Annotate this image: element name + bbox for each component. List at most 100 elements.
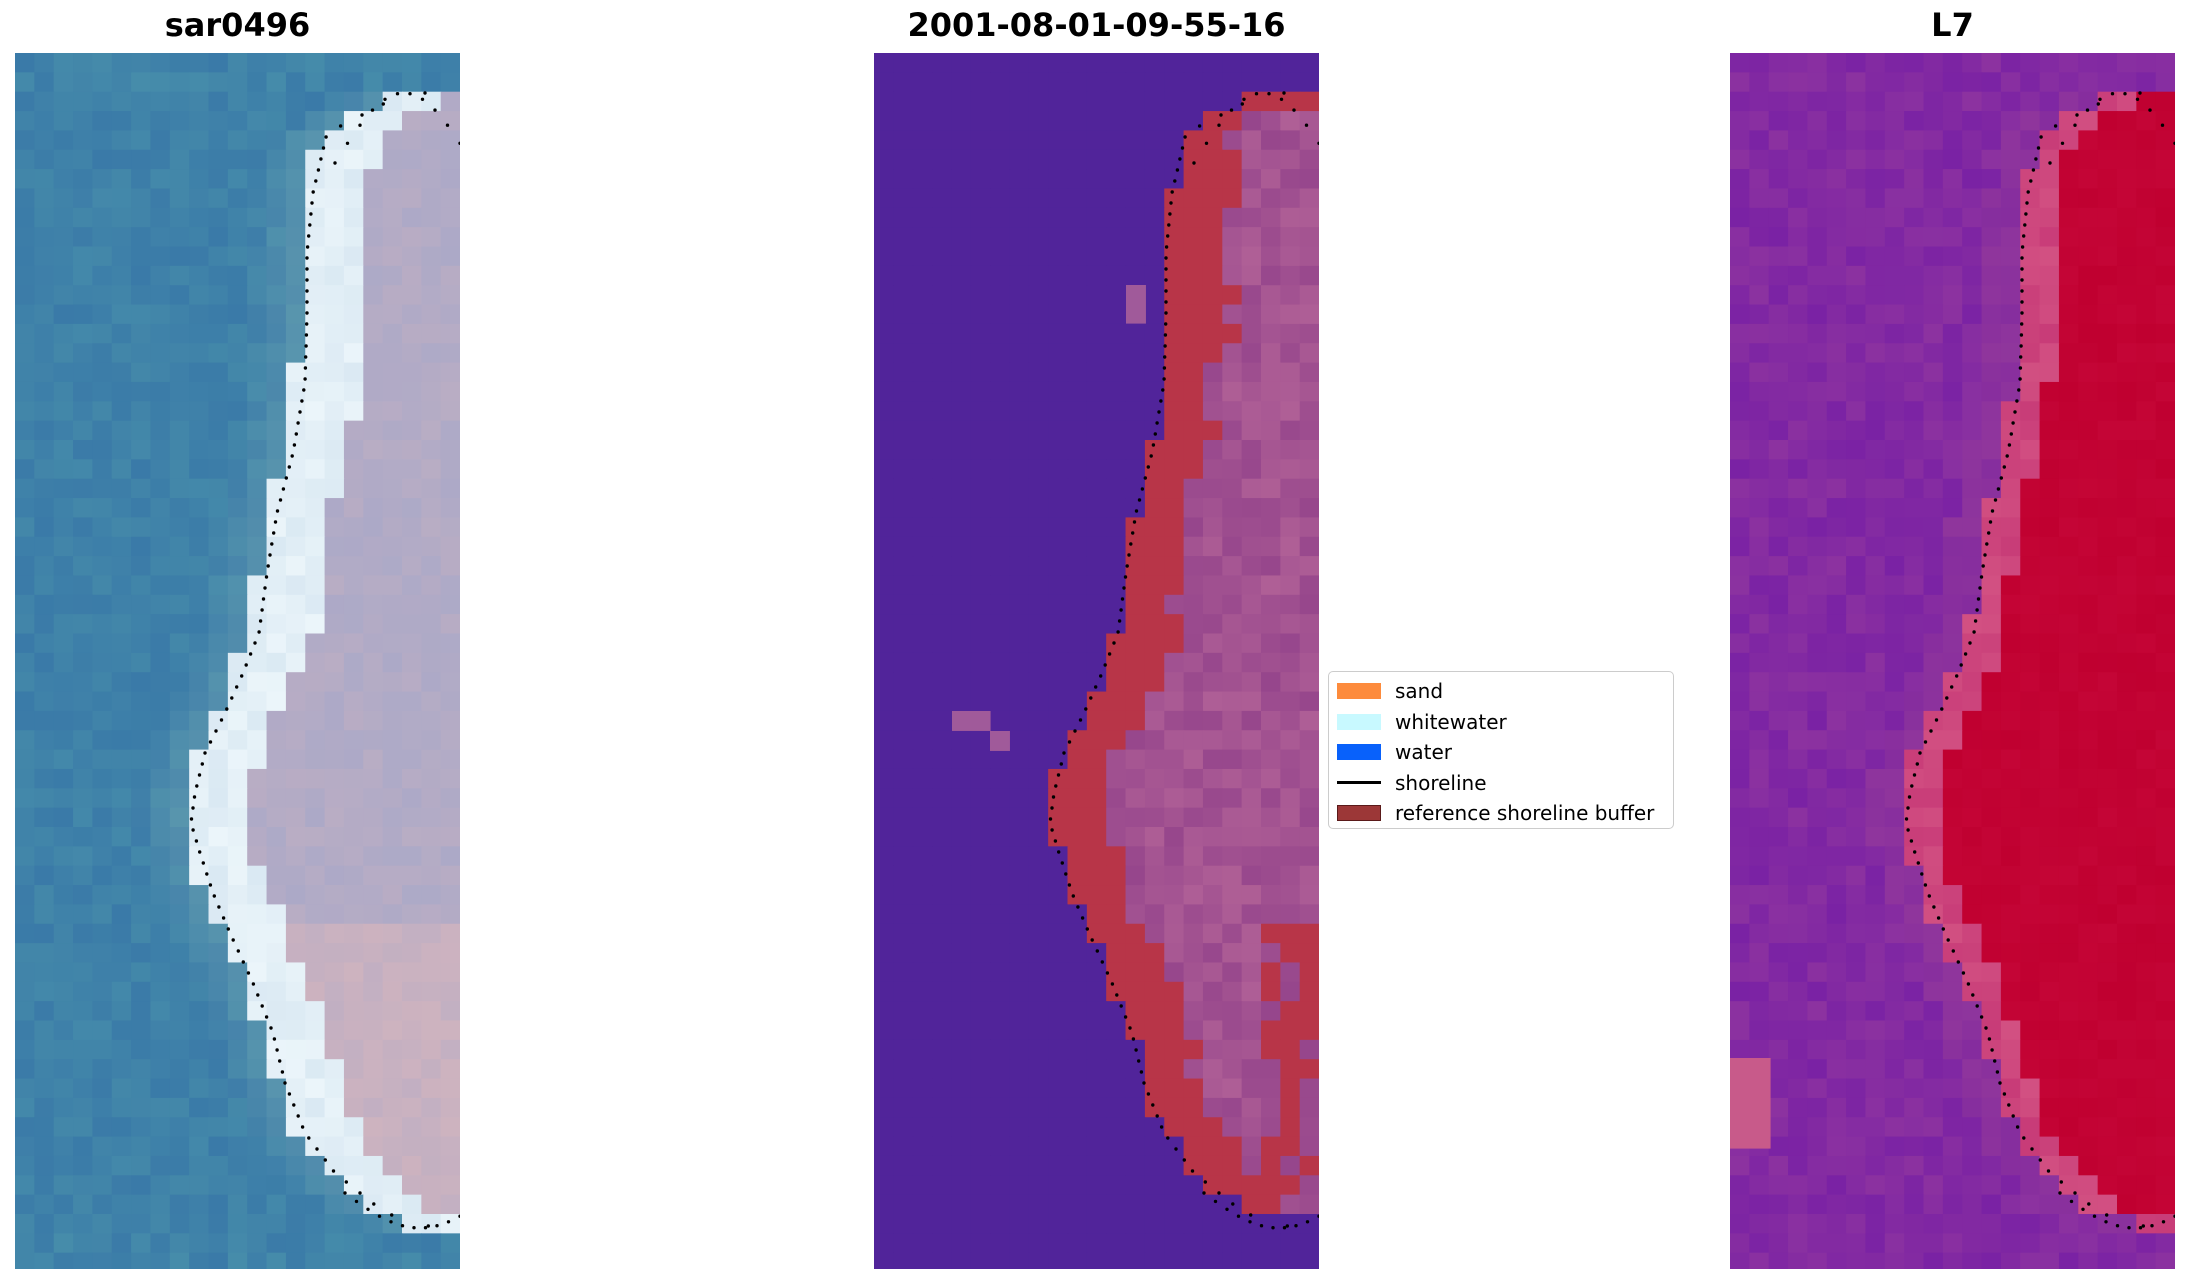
pixel	[1942, 149, 1963, 170]
pixel	[266, 943, 287, 964]
pixel	[111, 614, 132, 635]
pixel	[1222, 498, 1243, 518]
pixel	[2136, 1059, 2157, 1080]
pixel	[131, 459, 152, 480]
pixel	[1730, 440, 1750, 460]
pixel	[1202, 169, 1223, 190]
pixel	[970, 1020, 991, 1041]
pixel	[1164, 265, 1185, 286]
pixel	[169, 575, 190, 596]
pixel	[1942, 323, 1963, 344]
pixel	[874, 362, 894, 383]
pixel	[266, 420, 287, 441]
pixel	[1067, 1078, 1088, 1099]
pixel	[951, 1214, 972, 1234]
pixel	[1768, 1175, 1789, 1196]
pixel	[2000, 381, 2021, 402]
pixel	[1807, 575, 1828, 596]
pixel	[1981, 923, 2002, 944]
pixel	[2058, 478, 2079, 499]
pixel	[92, 652, 113, 673]
pixel	[247, 556, 268, 577]
pixel	[1202, 343, 1223, 364]
pixel	[324, 885, 345, 905]
pixel	[1086, 691, 1107, 712]
pixel	[53, 130, 74, 151]
pixel	[343, 149, 364, 170]
pixel	[1048, 594, 1069, 615]
pixel	[53, 440, 74, 460]
pixel	[247, 904, 268, 925]
pixel	[1222, 594, 1243, 615]
pixel	[343, 1214, 364, 1234]
pixel	[2039, 1059, 2060, 1080]
pixel	[208, 575, 229, 596]
pixel	[305, 885, 326, 905]
pixel	[1261, 207, 1281, 228]
pixel	[1962, 517, 1983, 538]
pixel	[15, 1136, 35, 1157]
pixel	[1768, 207, 1789, 228]
pixel	[2136, 1214, 2157, 1234]
pixel	[247, 730, 268, 751]
pixel	[34, 536, 55, 557]
pixel	[402, 1136, 422, 1157]
pixel	[111, 246, 132, 267]
pixel	[1202, 1175, 1223, 1196]
pixel	[208, 188, 229, 209]
pixel	[893, 1136, 914, 1157]
pixel	[1067, 1097, 1088, 1118]
pixel	[990, 691, 1011, 712]
pixel	[2000, 865, 2021, 886]
pixel	[1826, 846, 1847, 867]
pixel	[111, 923, 132, 944]
pixel	[2078, 459, 2099, 480]
pixel	[363, 1001, 384, 1022]
pixel	[34, 91, 55, 112]
pixel	[227, 904, 248, 925]
pixel	[34, 846, 55, 867]
pixel	[1788, 265, 1808, 286]
pixel	[2117, 691, 2137, 712]
pixel	[1202, 381, 1223, 402]
pixel	[1261, 1078, 1281, 1099]
pixel	[1749, 401, 1770, 422]
pixel	[1241, 111, 1262, 131]
pixel	[189, 691, 210, 712]
pixel	[343, 227, 364, 248]
pixel	[1730, 1001, 1750, 1022]
pixel	[1280, 1233, 1301, 1254]
pixel	[1202, 1097, 1223, 1118]
pixel	[169, 865, 190, 886]
pixel	[150, 981, 171, 1002]
pixel	[1942, 285, 1963, 306]
pixel	[305, 1059, 326, 1080]
pixel	[15, 91, 35, 112]
pixel	[34, 130, 55, 151]
pixel	[440, 207, 460, 228]
pixel	[1884, 962, 1905, 983]
pixel	[932, 111, 952, 131]
pixel	[1730, 72, 1750, 93]
pixel	[227, 827, 248, 847]
pixel	[1106, 188, 1127, 209]
pixel	[1280, 962, 1301, 983]
pixel	[73, 1001, 93, 1022]
pixel	[893, 1001, 914, 1022]
pixel	[1749, 1214, 1770, 1234]
pixel	[2020, 517, 2041, 538]
pixel	[1261, 885, 1281, 905]
pixel	[1730, 981, 1750, 1002]
pixel	[440, 517, 460, 538]
pixel	[1981, 188, 2002, 209]
pixel	[1086, 517, 1107, 538]
pixel	[912, 1194, 933, 1215]
pixel	[1048, 691, 1069, 712]
pixel	[92, 923, 113, 944]
pixel	[324, 1214, 345, 1234]
pixel	[1183, 246, 1204, 267]
pixel	[2136, 1020, 2157, 1041]
pixel	[2136, 381, 2157, 402]
pixel	[111, 691, 132, 712]
pixel	[169, 730, 190, 751]
